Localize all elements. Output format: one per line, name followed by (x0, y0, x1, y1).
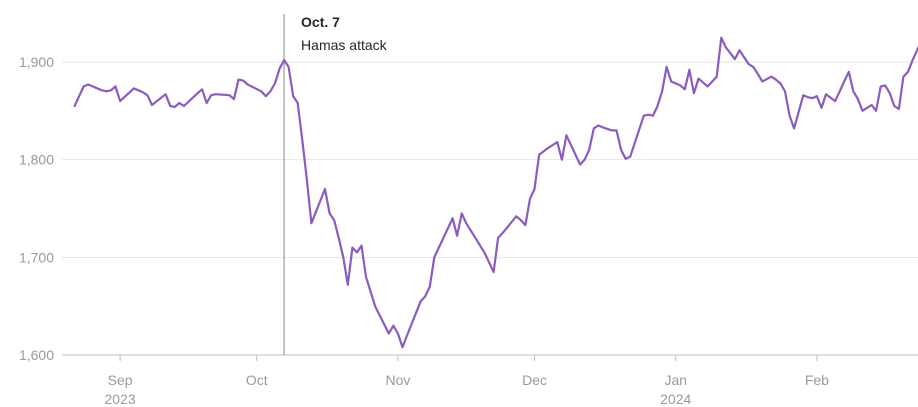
grid (62, 61, 918, 356)
y-axis: 1,600 1,700 1,800 1,900 (19, 54, 54, 363)
x-tick-label: Oct (246, 372, 268, 388)
series-line (73, 36, 918, 349)
x-tick-label: Dec (522, 372, 547, 388)
x-axis: Sep 2023 Oct Nov Dec Jan 2024 Feb (105, 355, 829, 407)
x-tick-year-label: 2023 (105, 391, 136, 407)
x-tick-label: Jan (664, 372, 687, 388)
y-tick-label: 1,600 (19, 347, 54, 363)
x-tick-label: Sep (108, 372, 133, 388)
y-tick-label: 1,800 (19, 152, 54, 168)
annotation-subtitle: Hamas attack (301, 37, 388, 53)
y-tick-label: 1,700 (19, 249, 54, 265)
annotation: Oct. 7 Hamas attack (283, 14, 388, 355)
y-tick-label: 1,900 (19, 54, 54, 70)
series (73, 36, 918, 349)
x-tick-year-label: 2024 (660, 391, 691, 407)
annotation-title: Oct. 7 (301, 14, 340, 30)
x-tick-label: Feb (805, 372, 829, 388)
x-tick-label: Nov (385, 372, 410, 388)
